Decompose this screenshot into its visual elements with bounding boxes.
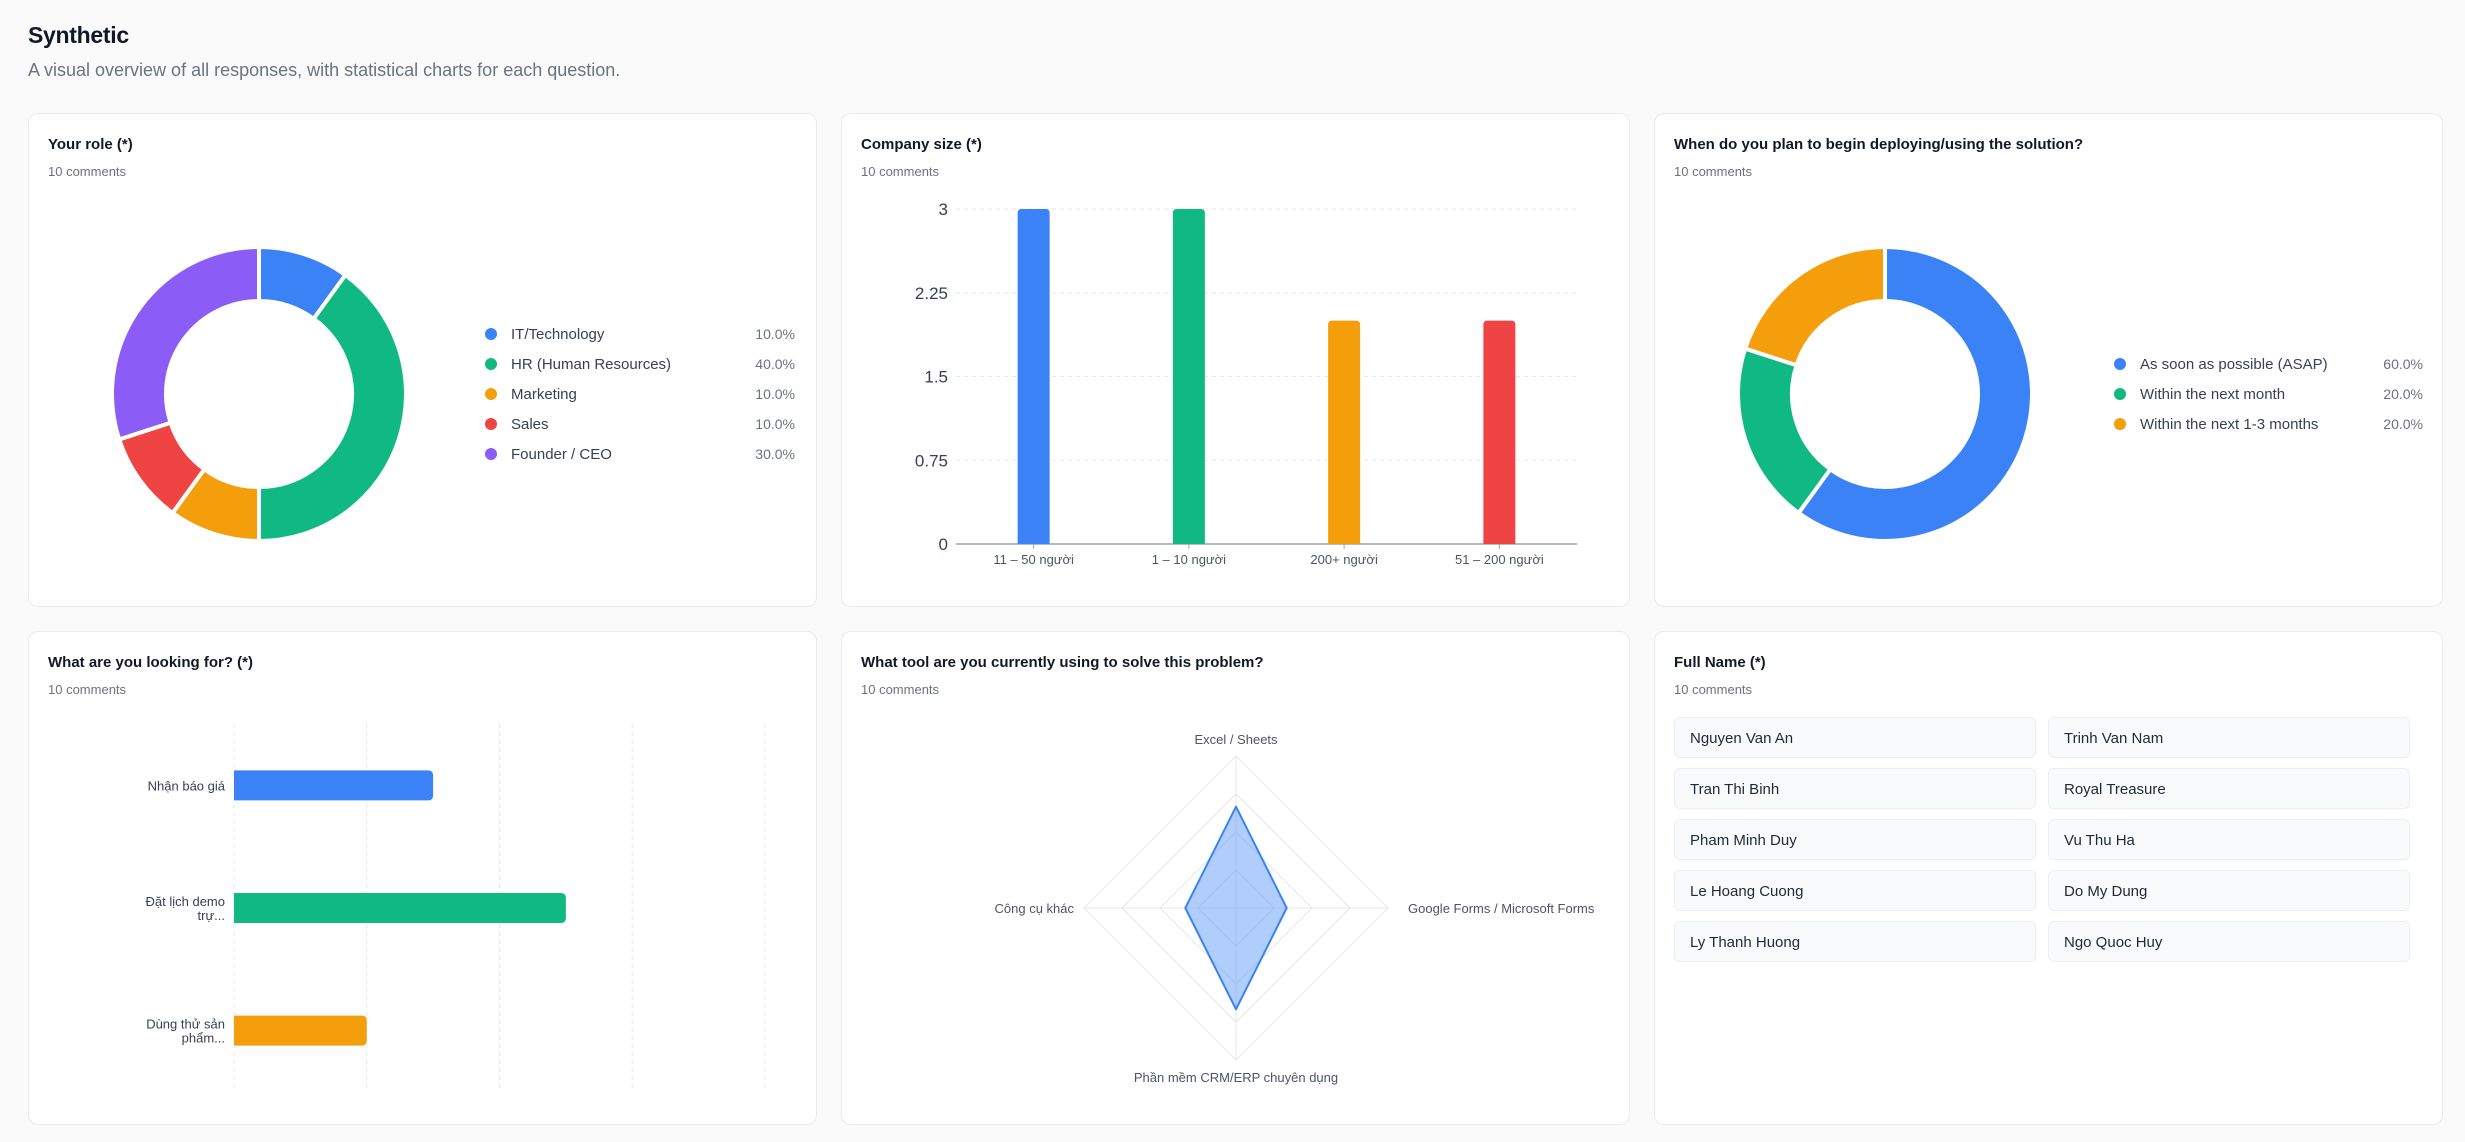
card-title: What tool are you currently using to sol… [861, 654, 1264, 671]
card-comment-count: 10 comments [48, 164, 127, 179]
card-current-tool: What tool are you currently using to sol… [841, 631, 1630, 1125]
legend-label: Marketing [511, 386, 577, 403]
card-comment-count: 10 comments [1674, 682, 1753, 697]
legend-percent: 60.0% [2383, 356, 2423, 372]
legend-dot [2114, 418, 2126, 430]
card-comment-count: 10 comments [1674, 164, 1753, 179]
legend-label: Within the next month [2140, 386, 2285, 403]
legend-dot [485, 358, 497, 370]
card-comment-count: 10 comments [861, 164, 940, 179]
donut-slice [1736, 346, 1833, 515]
legend-percent: 40.0% [755, 356, 795, 372]
legend-percent: 10.0% [755, 326, 795, 342]
tool-radar-chart: Excel / Sheets Google Forms / Microsoft F… [995, 732, 1595, 1085]
card-title: Full Name (*) [1674, 654, 1766, 671]
y-tick-label: Nhận báo giá [148, 778, 226, 793]
y-tick-label: Dùng thử sản [146, 1017, 225, 1032]
card-title: When do you plan to begin deploying/usin… [1674, 136, 2084, 153]
y-tick-label: 0.75 [915, 451, 948, 470]
donut-slice [1743, 245, 1887, 368]
donut-slice [257, 273, 408, 543]
bar [1328, 320, 1361, 544]
legend-label: Sales [511, 416, 549, 433]
legend-dot [485, 448, 497, 460]
legend-label: As soon as possible (ASAP) [2140, 356, 2328, 373]
legend-label: Founder / CEO [511, 446, 612, 463]
radar-axis-label: Công cụ khác [995, 901, 1075, 916]
card-comment-count: 10 comments [48, 682, 127, 697]
page-subtitle: A visual overview of all responses, with… [28, 60, 621, 80]
name-chip: Trinh Van Nam [2048, 717, 2410, 758]
legend-percent: 10.0% [755, 416, 795, 432]
legend-label: IT/Technology [511, 326, 605, 343]
legend-percent: 10.0% [755, 386, 795, 402]
legend-dot [2114, 388, 2126, 400]
name-chip: Ngo Quoc Huy [2048, 921, 2410, 962]
x-tick-label: 51 – 200 người [1455, 552, 1544, 567]
bar [234, 1015, 367, 1046]
y-tick-label: 3 [939, 200, 948, 219]
y-tick-label: trự... [198, 908, 225, 923]
legend-dot [485, 388, 497, 400]
name-chip: Royal Treasure [2048, 768, 2410, 809]
card-title: Your role (*) [48, 136, 133, 153]
legend-percent: 20.0% [2383, 386, 2423, 402]
bar [234, 770, 434, 801]
y-tick-label: phẩm... [182, 1031, 225, 1046]
legend-percent: 20.0% [2383, 416, 2423, 432]
bar [1483, 320, 1516, 544]
card-comment-count: 10 comments [861, 682, 940, 697]
name-chip: Nguyen Van An [1674, 717, 2036, 758]
card-looking-for: What are you looking for? (*) 10 comment… [28, 631, 817, 1125]
name-chip: Vu Thu Ha [2048, 819, 2410, 860]
y-tick-label: Đặt lịch demo [146, 894, 225, 909]
role-donut-chart: IT/Technology 10.0% HR (Human Resources) 40… [110, 245, 795, 543]
name-chip: Le Hoang Cuong [1674, 870, 2036, 911]
donut-slice [1796, 245, 2034, 543]
page-title: Synthetic [28, 22, 129, 48]
donut-slice [110, 245, 261, 442]
name-chip: Do My Dung [2048, 870, 2410, 911]
y-tick-label: 2.25 [915, 284, 948, 303]
card-full-name: Full Name (*) 10 comments Nguyen Van An … [1654, 631, 2443, 1125]
y-tick-label: 0 [939, 535, 948, 554]
name-chip: Pham Minh Duy [1674, 819, 2036, 860]
x-tick-label: 200+ người [1310, 552, 1378, 567]
radar-axis-label: Excel / Sheets [1194, 732, 1278, 747]
x-tick-label: 1 – 10 người [1152, 552, 1226, 567]
bar [234, 893, 566, 923]
radar-series-area [1184, 805, 1288, 1011]
name-chip: Ly Thanh Huong [1674, 921, 2036, 962]
radar-axis-label: Phần mềm CRM/ERP chuyên dụng [1134, 1070, 1338, 1085]
name-chip: Tran Thi Binh [1674, 768, 2036, 809]
card-company-size: Company size (*) 10 comments 0 0.75 1.5 2.2… [841, 113, 1630, 607]
y-tick-label: 1.5 [924, 368, 948, 387]
bar [1017, 209, 1050, 544]
card-your-role: Your role (*) 10 comments IT/Technology 1… [28, 113, 817, 607]
radar-axis-label: Google Forms / Microsoft Forms [1408, 901, 1595, 916]
legend-dot [485, 328, 497, 340]
card-title: What are you looking for? (*) [48, 654, 253, 671]
name-list: Nguyen Van An Trinh Van Nam Tran Thi Bin… [1674, 717, 2410, 962]
x-tick-label: 11 – 50 người [993, 552, 1074, 567]
bar [1172, 209, 1205, 544]
legend-dot [2114, 358, 2126, 370]
company-bar-chart: 0 0.75 1.5 2.25 3 11 – 50 người 1 – 10 người 20… [915, 200, 1577, 567]
legend-label: Within the next 1-3 months [2140, 416, 2318, 433]
card-title: Company size (*) [861, 136, 982, 153]
legend-label: HR (Human Resources) [511, 356, 671, 373]
legend-percent: 30.0% [755, 446, 795, 462]
card-deploy-timing: When do you plan to begin deploying/usin… [1654, 113, 2443, 607]
legend-dot [485, 418, 497, 430]
deploy-donut-chart: As soon as possible (ASAP) 60.0% Within th… [1736, 245, 2423, 543]
